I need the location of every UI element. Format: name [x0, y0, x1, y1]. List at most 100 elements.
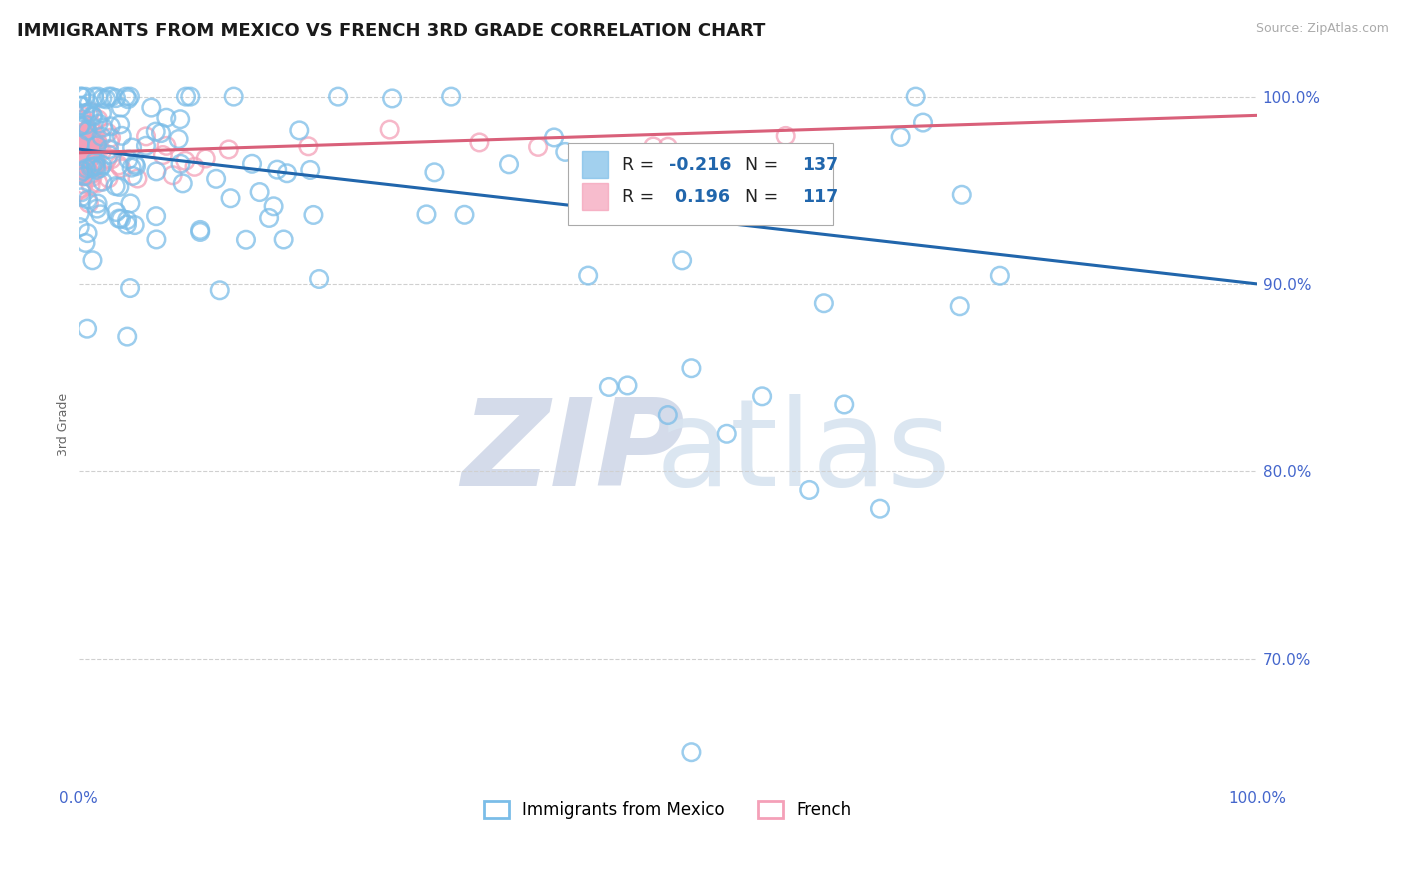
Point: [326, 89, 349, 103]
Point: [135, 138, 157, 153]
Point: [72, 138, 94, 153]
Point: [89, 207, 111, 221]
Point: [91, 120, 114, 135]
Point: [69, 137, 91, 152]
Point: [121, 169, 143, 183]
Point: [97, 126, 120, 140]
Point: [257, 211, 280, 225]
Point: [82, 142, 104, 156]
Point: [205, 171, 228, 186]
Point: [77, 96, 100, 111]
Point: [69, 146, 91, 161]
Point: [110, 211, 132, 226]
Point: [70, 112, 93, 127]
Point: [70, 89, 93, 103]
Point: [266, 162, 288, 177]
Point: [79, 152, 101, 166]
Point: [554, 145, 576, 159]
Point: [108, 118, 131, 132]
Point: [155, 111, 177, 125]
Point: [167, 132, 190, 146]
Point: [69, 133, 91, 147]
Point: [75, 235, 97, 250]
Point: [121, 140, 143, 154]
Point: [79, 145, 101, 159]
Point: [135, 129, 157, 144]
Point: [115, 218, 138, 232]
Point: [174, 153, 197, 168]
Point: [75, 118, 97, 132]
Point: [378, 122, 401, 136]
Point: [799, 483, 821, 497]
Point: [84, 145, 107, 159]
Y-axis label: 3rd Grade: 3rd Grade: [58, 392, 70, 456]
Point: [91, 91, 114, 105]
Point: [643, 139, 665, 153]
Point: [118, 89, 141, 103]
Legend: Immigrants from Mexico, French: Immigrants from Mexico, French: [477, 794, 859, 825]
Point: [82, 137, 104, 152]
Point: [598, 380, 620, 394]
Point: [75, 164, 97, 178]
Point: [77, 106, 100, 120]
Point: [222, 89, 245, 103]
Point: [89, 143, 111, 157]
Point: [70, 119, 93, 133]
Point: [76, 141, 98, 155]
Point: [98, 135, 121, 149]
Point: [76, 126, 98, 140]
Point: [576, 268, 599, 283]
Point: [172, 177, 194, 191]
Point: [70, 128, 93, 143]
Point: [72, 164, 94, 178]
Point: [69, 152, 91, 166]
Point: [69, 134, 91, 148]
Point: [77, 196, 100, 211]
Point: [73, 119, 96, 133]
Point: [235, 233, 257, 247]
Point: [70, 186, 93, 200]
Point: [276, 166, 298, 180]
Point: [84, 138, 107, 153]
Point: [91, 145, 114, 159]
Point: [950, 187, 973, 202]
Point: [890, 130, 912, 145]
Point: [308, 272, 330, 286]
Point: [751, 389, 773, 403]
Point: [75, 145, 97, 159]
Point: [716, 426, 738, 441]
Point: [115, 89, 138, 103]
Text: N =: N =: [734, 155, 783, 174]
Point: [110, 161, 132, 176]
Point: [904, 89, 927, 103]
Point: [82, 110, 104, 124]
Point: [76, 144, 98, 158]
Point: [174, 89, 197, 103]
Point: [671, 253, 693, 268]
Point: [69, 167, 91, 181]
Point: [72, 136, 94, 151]
Text: 0.196: 0.196: [669, 187, 730, 206]
Point: [77, 131, 100, 145]
Point: [76, 160, 98, 174]
Point: [72, 131, 94, 145]
Point: [96, 152, 118, 166]
Point: [949, 299, 972, 313]
Point: [70, 141, 93, 155]
Point: [69, 206, 91, 220]
Point: [169, 112, 191, 127]
Point: [152, 148, 174, 162]
Point: [70, 89, 93, 103]
Point: [188, 223, 211, 237]
Point: [87, 176, 110, 190]
Point: [70, 155, 93, 169]
Point: [162, 168, 184, 182]
Point: [80, 142, 103, 156]
Point: [76, 321, 98, 335]
Point: [381, 91, 404, 105]
Point: [73, 147, 96, 161]
Point: [681, 745, 703, 759]
Point: [468, 136, 491, 150]
Point: [145, 232, 167, 246]
Point: [263, 199, 285, 213]
